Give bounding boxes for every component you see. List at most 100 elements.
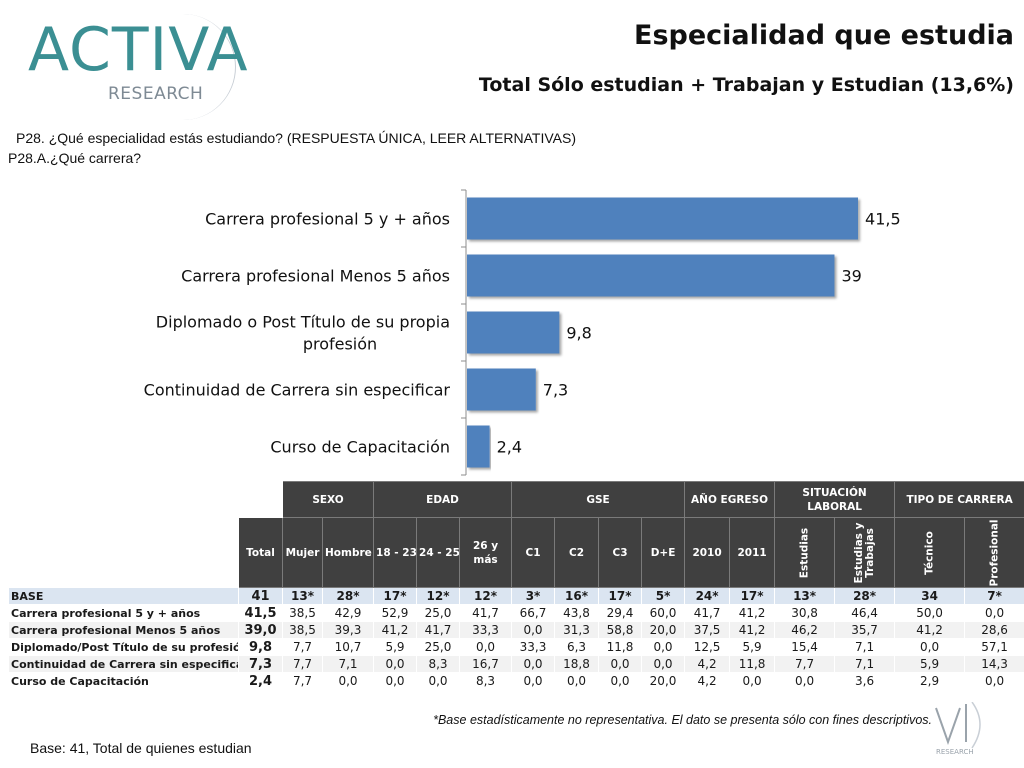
subheader-estudias: Estudias [774, 517, 836, 588]
subheader-2010: 2010 [684, 517, 731, 588]
group-header-situacion-laboral: SITUACIÓN LABORAL [774, 481, 896, 518]
table-cell: 0,0 [373, 672, 418, 690]
table-cell: 17* [373, 587, 418, 605]
subheader-total: Total [238, 517, 283, 588]
total-cell: 2,4 [238, 672, 283, 690]
group-header-gse: GSE [511, 481, 686, 518]
table-cell: 17* [729, 587, 776, 605]
table-cell: 28* [834, 587, 896, 605]
footnote: *Base estadísticamente no representativa… [433, 713, 932, 727]
table-cell: 39,3 [321, 621, 375, 639]
group-header-edad: EDAD [373, 481, 513, 518]
total-cell: 41 [238, 587, 283, 605]
table-cell: 28* [321, 587, 375, 605]
table-cell: 38,5 [282, 604, 323, 622]
corner-logo-v-mark [935, 707, 961, 746]
logo-sub-text: RESEARCH [108, 84, 204, 104]
page-subtitle: Total Sólo estudian + Trabajan y Estudia… [478, 74, 1014, 96]
table-cell: 41,2 [729, 621, 776, 639]
subheader-estudias-label: Estudias [798, 527, 811, 578]
table-cell: 12* [416, 587, 461, 605]
logo-arc [172, 14, 236, 120]
chart-category-label: Carrera profesional 5 y + años [205, 210, 450, 229]
table-cell: 15,4 [774, 638, 836, 656]
chart-category-label: Curso de Capacitación [270, 438, 450, 457]
row-label: Diplomado/Post Título de su profesión [8, 638, 239, 656]
table-cell: 7,1 [834, 655, 896, 673]
chart-bar [467, 311, 560, 354]
row-label: Carrera profesional 5 y + años [8, 604, 239, 622]
table-cell: 0,0 [511, 672, 556, 690]
chart-value-label: 2,4 [497, 438, 522, 457]
table-cell: 33,3 [459, 621, 513, 639]
subheader-26-mas: 26 y más [459, 517, 513, 588]
table-cell: 11,8 [729, 655, 776, 673]
chart-bar [467, 368, 536, 411]
table-cell: 12,5 [684, 638, 731, 656]
table-cell: 13* [774, 587, 836, 605]
table-cell: 41,7 [416, 621, 461, 639]
table-cell: 8,3 [416, 655, 461, 673]
page-title: Especialidad que estudia [634, 20, 1014, 51]
corner-logo: RESEARCH [935, 702, 981, 756]
table-cell: 0,0 [598, 672, 643, 690]
table-cell: 33,3 [511, 638, 556, 656]
row-label: Curso de Capacitación [8, 672, 239, 690]
subheader-24-25: 24 - 25 [416, 517, 461, 588]
row-label: Carrera profesional Menos 5 años [8, 621, 239, 639]
table-row: Diplomado/Post Título de su profesión 9,8… [8, 638, 1024, 656]
table-cell: 0,0 [416, 672, 461, 690]
table-cell: 41,2 [729, 604, 776, 622]
subheader-de: D+E [641, 517, 686, 588]
table-cell: 16* [554, 587, 600, 605]
table-cell: 42,9 [321, 604, 375, 622]
table-cell: 25,0 [416, 604, 461, 622]
table-row: Curso de Capacitación 2,4 7,7 0,0 0,0 0,0 8,3 0… [8, 672, 1024, 690]
table-cell: 5* [641, 587, 686, 605]
question-line-1: P28. ¿Qué especialidad estás estudiando?… [16, 130, 576, 146]
chart-category-line: Continuidad de Carrera sin especificar [144, 381, 451, 400]
table-cell: 0,0 [964, 604, 1024, 622]
chart-bar [467, 425, 490, 468]
chart-category-label: Carrera profesional Menos 5 años [181, 267, 450, 286]
table-row: Continuidad de Carrera sin especificar 7,… [8, 655, 1024, 673]
chart-category-label: Continuidad de Carrera sin especificar [144, 381, 451, 400]
chart-value-label: 39 [841, 267, 861, 286]
table-cell: 7* [964, 587, 1024, 605]
table-cell: 5,9 [894, 655, 966, 673]
table-cell: 7,1 [834, 638, 896, 656]
table-cell: 0,0 [894, 638, 966, 656]
table-cell: 3,6 [834, 672, 896, 690]
table-group-header-row: SEXO EDAD GSE AÑO EGRESO SITUACIÓN LABOR… [8, 481, 1024, 518]
table-cell: 5,9 [373, 638, 418, 656]
table-cell: 50,0 [894, 604, 966, 622]
subheader-2011: 2011 [729, 517, 776, 588]
table-subheader-row: Total Mujer Hombre 18 - 23 24 - 25 26 y … [8, 517, 1024, 588]
table-cell: 7,7 [282, 672, 323, 690]
chart-category-label: Diplomado o Post Título de su propia prof… [156, 313, 450, 354]
row-label: BASE [8, 587, 239, 605]
specialty-bar-chart: Carrera profesional 5 y + años Carrera pr… [144, 189, 901, 476]
table-cell: 46,2 [774, 621, 836, 639]
table-cell: 14,3 [964, 655, 1024, 673]
table-cell: 46,4 [834, 604, 896, 622]
table-cell: 57,1 [964, 638, 1024, 656]
crosstab-table: SEXO EDAD GSE AÑO EGRESO SITUACIÓN LABOR… [8, 481, 1024, 690]
table-cell: 5,9 [729, 638, 776, 656]
table-cell: 0,0 [729, 672, 776, 690]
table-cell: 4,2 [684, 655, 731, 673]
group-header-tipo-carrera: TIPO DE CARRERA [894, 481, 1024, 518]
base-text: Base: 41, Total de quienes estudian [30, 740, 252, 756]
table-cell: 52,9 [373, 604, 418, 622]
table-cell: 7,7 [282, 655, 323, 673]
subheader-estudias-trabajas-label: Estudias y Trabajas [852, 522, 876, 583]
row-label: Continuidad de Carrera sin especificar [8, 655, 239, 673]
group-header-sexo: SEXO [281, 481, 375, 518]
table-cell: 37,5 [684, 621, 731, 639]
table-cell: 16,7 [459, 655, 513, 673]
subheader-mujer: Mujer [282, 517, 323, 588]
table-cell: 25,0 [416, 638, 461, 656]
table-base-row: BASE 41 13* 28* 17* 12* 12* 3* 16* 17* 5* 24* 17* 13*… [8, 587, 1024, 605]
table-cell: 0,0 [554, 672, 600, 690]
chart-value-label: 9,8 [566, 324, 591, 343]
